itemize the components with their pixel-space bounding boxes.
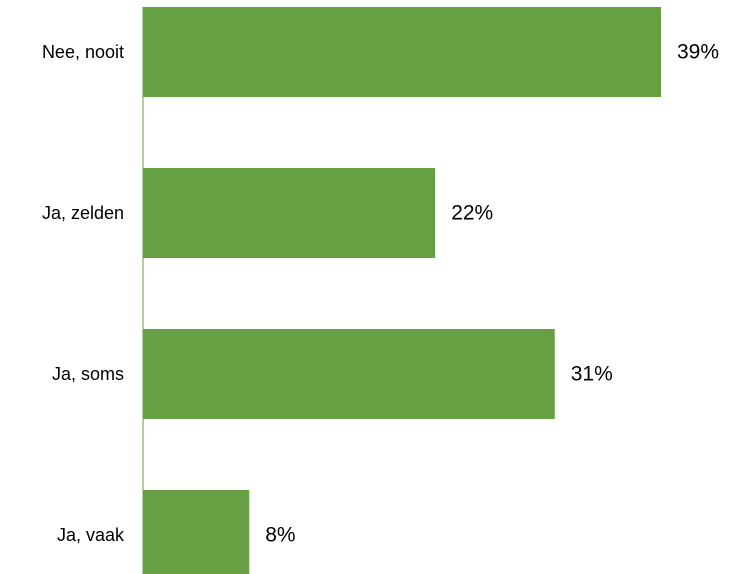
value-label-1: 22% bbox=[451, 202, 493, 225]
category-label-1: Ja, zelden bbox=[42, 203, 124, 223]
category-label-0: Nee, nooit bbox=[42, 42, 124, 62]
category-label-2: Ja, soms bbox=[52, 364, 124, 384]
category-label-3: Ja, vaak bbox=[57, 525, 125, 545]
bar-3 bbox=[143, 490, 250, 574]
bar-2 bbox=[143, 329, 555, 419]
bar-0 bbox=[143, 7, 661, 97]
value-label-0: 39% bbox=[677, 41, 719, 64]
value-label-2: 31% bbox=[571, 363, 613, 386]
value-label-3: 8% bbox=[265, 524, 295, 547]
bar-1 bbox=[143, 168, 436, 258]
